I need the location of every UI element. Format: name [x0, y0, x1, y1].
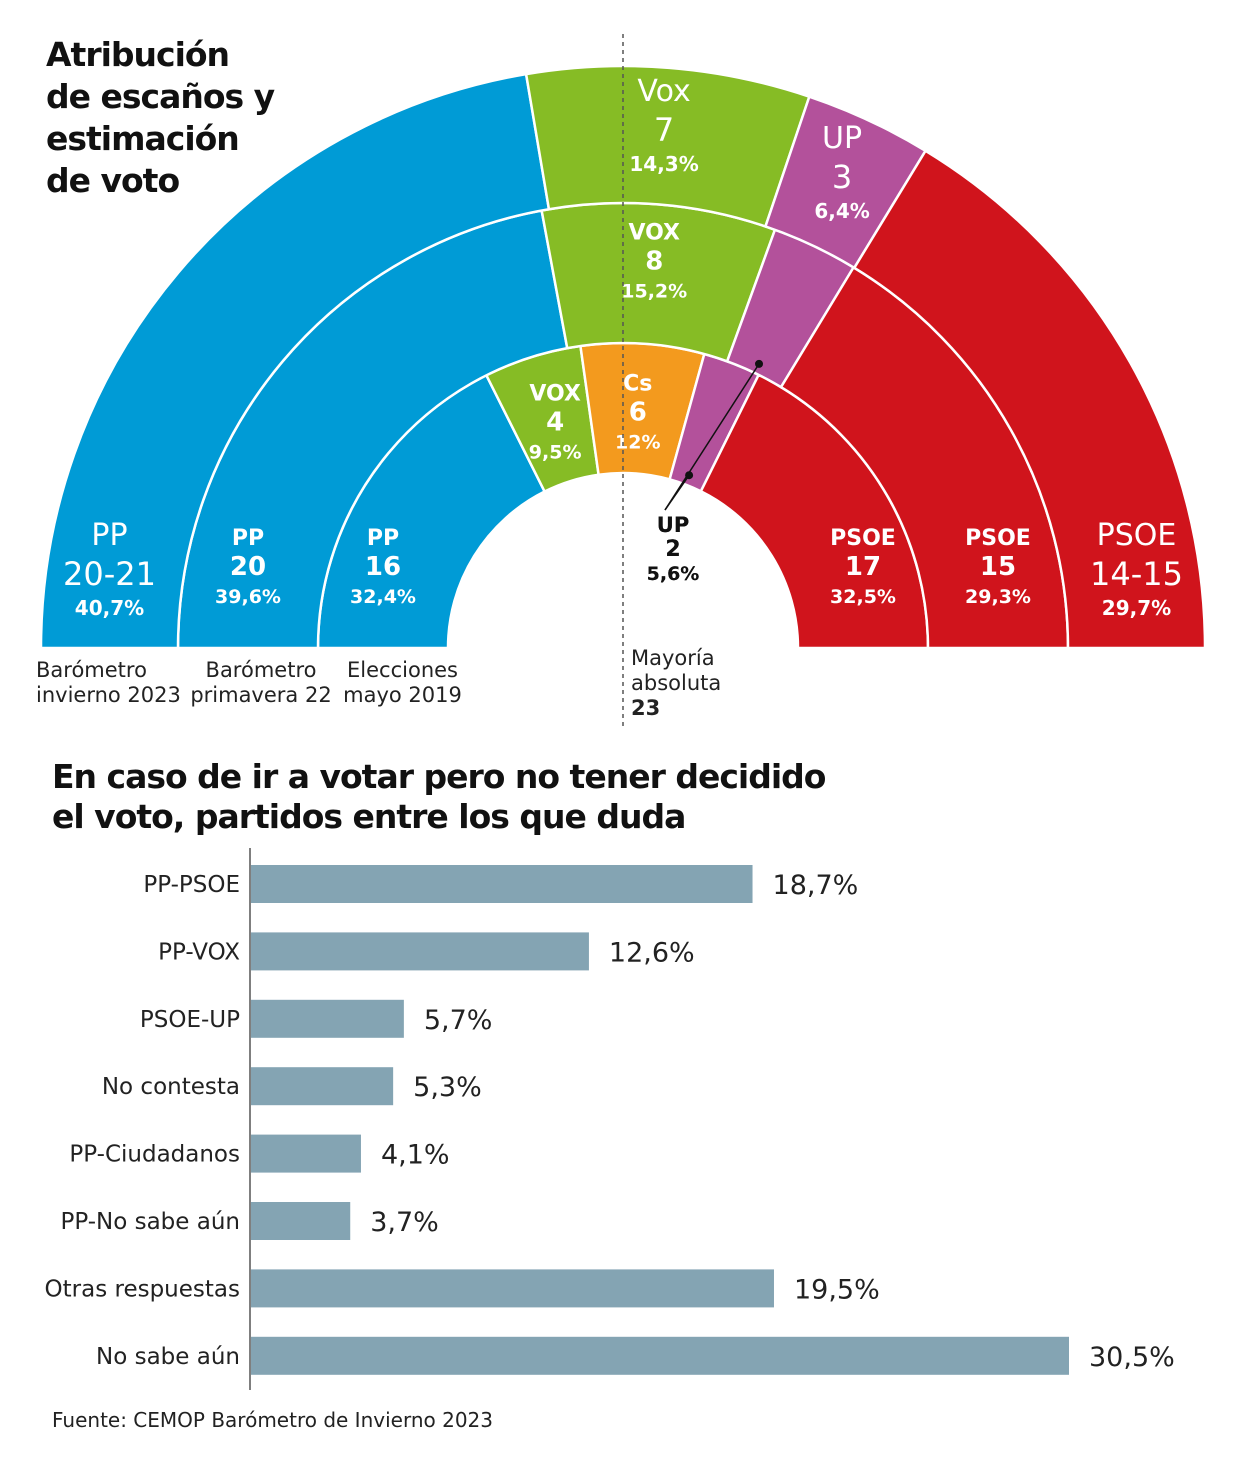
hemicycle-pct-label: 5,6%	[647, 563, 700, 585]
hemicycle-pct-label: 29,7%	[1102, 596, 1171, 620]
bar-pp-no-sabe-a-n	[251, 1202, 351, 1240]
bar-category-label: PP-No sabe aún	[60, 1209, 240, 1235]
hemicycle-party-label: UP	[822, 121, 862, 156]
bar-category-label: No sabe aún	[96, 1344, 240, 1370]
ring-label-line: primavera 22	[190, 683, 332, 707]
bar-pp-psoe	[251, 865, 753, 903]
bar-value-label: 19,5%	[794, 1274, 880, 1305]
hemicycle-callout-dot	[755, 359, 764, 368]
bar-value-label: 4,1%	[381, 1140, 450, 1171]
hemicycle-pct-label: 6,4%	[814, 199, 869, 223]
hemicycle-seats-label: 6	[629, 397, 647, 427]
majority-label-line: absoluta	[631, 671, 722, 695]
hemicycle-party-label: VOX	[529, 381, 581, 406]
bar-pp-vox	[251, 932, 589, 971]
hemicycle-seats-label: 14-15	[1090, 555, 1183, 593]
hemicycle-chart: PP1632,4%VOX49,5%Cs612%UP25,6%PSOE1732,5…	[39, 34, 1207, 730]
hemicycle-party-label: PP	[91, 518, 127, 553]
bar-category-label: PP-PSOE	[143, 872, 240, 898]
hemicycle-segment-bar-metro-invierno-2023-pp	[39, 72, 551, 650]
bar-value-label: 18,7%	[773, 870, 859, 901]
bar-category-label: PSOE-UP	[140, 1007, 240, 1033]
majority-label: Mayoría absoluta 23	[631, 646, 721, 721]
bar-value-label: 12,6%	[609, 937, 695, 968]
bar-value-label: 3,7%	[370, 1207, 439, 1238]
hemicycle-segment-bar-metro-invierno-2023-psoe	[852, 149, 1207, 650]
hemicycle-seats-label: 3	[832, 158, 852, 196]
hemicycle-seats-label: 17	[845, 552, 881, 582]
hemicycle-seats-label: 2	[665, 537, 680, 562]
hemicycle-party-label: UP	[657, 513, 689, 537]
hemicycle-party-label: PSOE	[965, 526, 1031, 551]
hemicycle-pct-label: 29,3%	[965, 586, 1031, 608]
hemicycle-pct-label: 32,4%	[350, 586, 416, 608]
ring-label-mayo-2019: Elecciones mayo 2019	[330, 658, 475, 708]
hemicycle-party-label: UP	[657, 513, 689, 537]
hemicycle-party-label: VOX	[628, 220, 680, 245]
hemicycle-pct-label: 5,6%	[647, 563, 700, 585]
hemicycle-title-line-4: de voto	[46, 161, 180, 200]
source-note: Fuente: CEMOP Barómetro de Invierno 2023	[52, 1408, 493, 1432]
bar-category-label: PP-Ciudadanos	[69, 1142, 240, 1168]
hemicycle-party-label: PP	[232, 526, 264, 551]
ring-label-primavera-22: Barómetro primavera 22	[186, 658, 336, 708]
hemicycle-title-line-3: estimación	[46, 119, 240, 158]
hemicycle-pct-label: 14,3%	[629, 152, 698, 176]
bar-chart-title: En caso de ir a votar pero no tener deci…	[52, 757, 952, 837]
majority-label-line: Mayoría	[631, 646, 715, 670]
hemicycle-seats-label: 20	[230, 552, 266, 582]
ring-label-invierno-2023: Barómetro invierno 2023	[36, 658, 181, 708]
hemicycle-party-label: Cs	[623, 371, 652, 396]
ring-label-line: mayo 2019	[343, 683, 462, 707]
bar-value-label: 30,5%	[1089, 1342, 1175, 1373]
bar-chart: PP-PSOE 18,7% PP-VOX 12,6% PSOE-UP 5,7% No con…	[45, 848, 1175, 1390]
bar-no-contesta	[251, 1067, 394, 1106]
hemicycle-callout-line	[664, 363, 760, 511]
hemicycle-pct-label: 39,6%	[215, 586, 281, 608]
bar-value-label: 5,3%	[413, 1072, 482, 1103]
bar-psoe-up	[251, 999, 404, 1038]
majority-value: 23	[631, 696, 661, 720]
bar-value-label: 5,7%	[424, 1005, 493, 1036]
bar-pp-ciudadanos	[251, 1134, 361, 1173]
hemicycle-pct-label: 32,5%	[830, 586, 896, 608]
hemicycle-title-line-1: Atribución	[46, 35, 230, 74]
hemicycle-party-label: PSOE	[830, 526, 896, 551]
ring-label-line: invierno 2023	[36, 683, 181, 707]
hemicycle-seats-label: 4	[546, 407, 564, 437]
ring-label-line: Barómetro	[36, 658, 147, 682]
hemicycle-title-line-2: de escaños y	[46, 77, 275, 116]
bar-otras-respuestas	[251, 1269, 774, 1308]
hemicycle-pct-label: 12%	[615, 431, 660, 453]
ring-label-line: Barómetro	[205, 658, 317, 682]
hemicycle-party-label: PSOE	[1097, 518, 1177, 553]
bar-category-label: PP-VOX	[158, 939, 240, 965]
hemicycle-callout-dot	[685, 471, 694, 480]
hemicycle-party-label: Vox	[637, 74, 690, 109]
hemicycle-seats-label: 7	[654, 111, 674, 149]
hemicycle-seats-label: 8	[645, 246, 663, 276]
hemicycle-pct-label: 9,5%	[529, 441, 582, 463]
ring-label-line: Elecciones	[347, 658, 458, 682]
hemicycle-seats-label: 15	[980, 552, 1016, 582]
hemicycle-seats-label: 20-21	[63, 555, 156, 593]
hemicycle-title: Atribución de escaños y estimación de vo…	[46, 34, 376, 202]
hemicycle-party-label: PP	[367, 526, 399, 551]
hemicycle-pct-label: 40,7%	[75, 596, 144, 620]
hemicycle-seats-label: 2	[665, 537, 680, 562]
bar-category-label: No contesta	[102, 1074, 240, 1100]
hemicycle-pct-label: 15,2%	[621, 280, 687, 302]
bar-chart-title-line-2: el voto, partidos entre los que duda	[52, 797, 686, 836]
bar-chart-title-line-1: En caso de ir a votar pero no tener deci…	[52, 757, 826, 796]
bar-category-label: Otras respuestas	[45, 1276, 240, 1302]
hemicycle-seats-label: 16	[365, 552, 401, 582]
bar-no-sabe-a-n	[251, 1336, 1069, 1375]
